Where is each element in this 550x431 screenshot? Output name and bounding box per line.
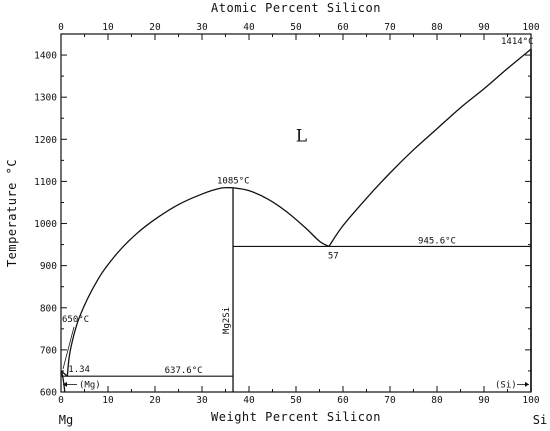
annotations: L 1085°C 1414°C 650°C 1.34 57 637.6°C 945.6°C Mg… [62,37,534,390]
y-tick-label: 1000 [34,219,57,230]
plot-frame [60,33,532,393]
x-tick-label: 80 [431,395,443,406]
y-tick-label: 1400 [34,51,57,62]
x2-axis-title: Atomic Percent Silicon [211,1,381,15]
x2-tick-label: 30 [196,22,208,33]
y-tick-label: 1200 [34,135,57,146]
phase-boundaries [60,48,532,393]
x2-tick-label: 60 [337,22,349,33]
left-axis-ticks: 600 700 800 900 1000 1100 1200 1300 1400 [34,33,67,399]
si-phase-arrowhead [525,381,529,387]
y-axis-title: Temperature °C [5,159,19,267]
mg-melting-point-label: 650°C [62,315,89,325]
eutectic-composition-label: 57 [328,251,339,261]
mg2si-phase-label: Mg2Si [222,307,232,334]
x2-tick-label: 0 [58,22,64,33]
x2-tick-label: 40 [243,22,255,33]
y-tick-label: 700 [40,345,57,356]
si-melting-point-label: 1414°C [501,37,534,47]
mg-melting-point-leader [62,326,75,370]
x-tick-label: 10 [102,395,114,406]
x-tick-label: 0 [58,395,64,406]
x2-tick-label: 100 [522,22,539,33]
x2-tick-label: 90 [478,22,490,33]
x-tick-label: 100 [522,395,539,406]
x-tick-label: 20 [149,395,161,406]
liquidus-si-side [328,48,532,247]
x-tick-label: 40 [243,395,255,406]
top-axis-ticks: 0 10 20 30 40 50 60 70 80 90 100 [58,22,540,40]
right-axis-ticks [525,33,531,393]
liquidus-mg-side [66,186,234,377]
mg2si-melting-point-label: 1085°C [217,177,250,187]
eutectic-temp-label-si: 945.6°C [418,236,456,246]
y-tick-label: 800 [40,303,57,314]
x-tick-label: 90 [478,395,490,406]
x2-tick-label: 70 [384,22,396,33]
x2-tick-label: 80 [431,22,443,33]
liquidus-mg2si-right [232,187,330,248]
liquid-region-label: L [296,126,307,146]
x-axis-title: Weight Percent Silicon [211,410,381,424]
solubility-limit-label: 1.34 [68,365,90,375]
x-tick-label: 50 [290,395,302,406]
x-tick-label: 70 [384,395,396,406]
x2-tick-label: 20 [149,22,161,33]
mg-phase-label: (Mg) [79,380,101,390]
y-tick-label: 600 [40,388,57,399]
x-tick-label: 60 [337,395,349,406]
endpoint-right-label: Si [533,413,547,427]
bottom-axis-ticks: 0 10 20 30 40 50 60 70 80 90 100 [58,386,540,406]
si-phase-label: (Si) [495,380,517,390]
eutectic-temp-label-mg: 637.6°C [165,366,203,376]
x2-tick-label: 10 [102,22,114,33]
x-tick-label: 30 [196,395,208,406]
x2-tick-label: 50 [290,22,302,33]
mg-phase-arrowhead [63,381,67,387]
mg-solvus [60,370,66,393]
y-tick-label: 900 [40,261,57,272]
endpoint-left-label: Mg [59,413,73,427]
y-tick-label: 1300 [34,93,57,104]
y-tick-label: 1100 [34,177,57,188]
